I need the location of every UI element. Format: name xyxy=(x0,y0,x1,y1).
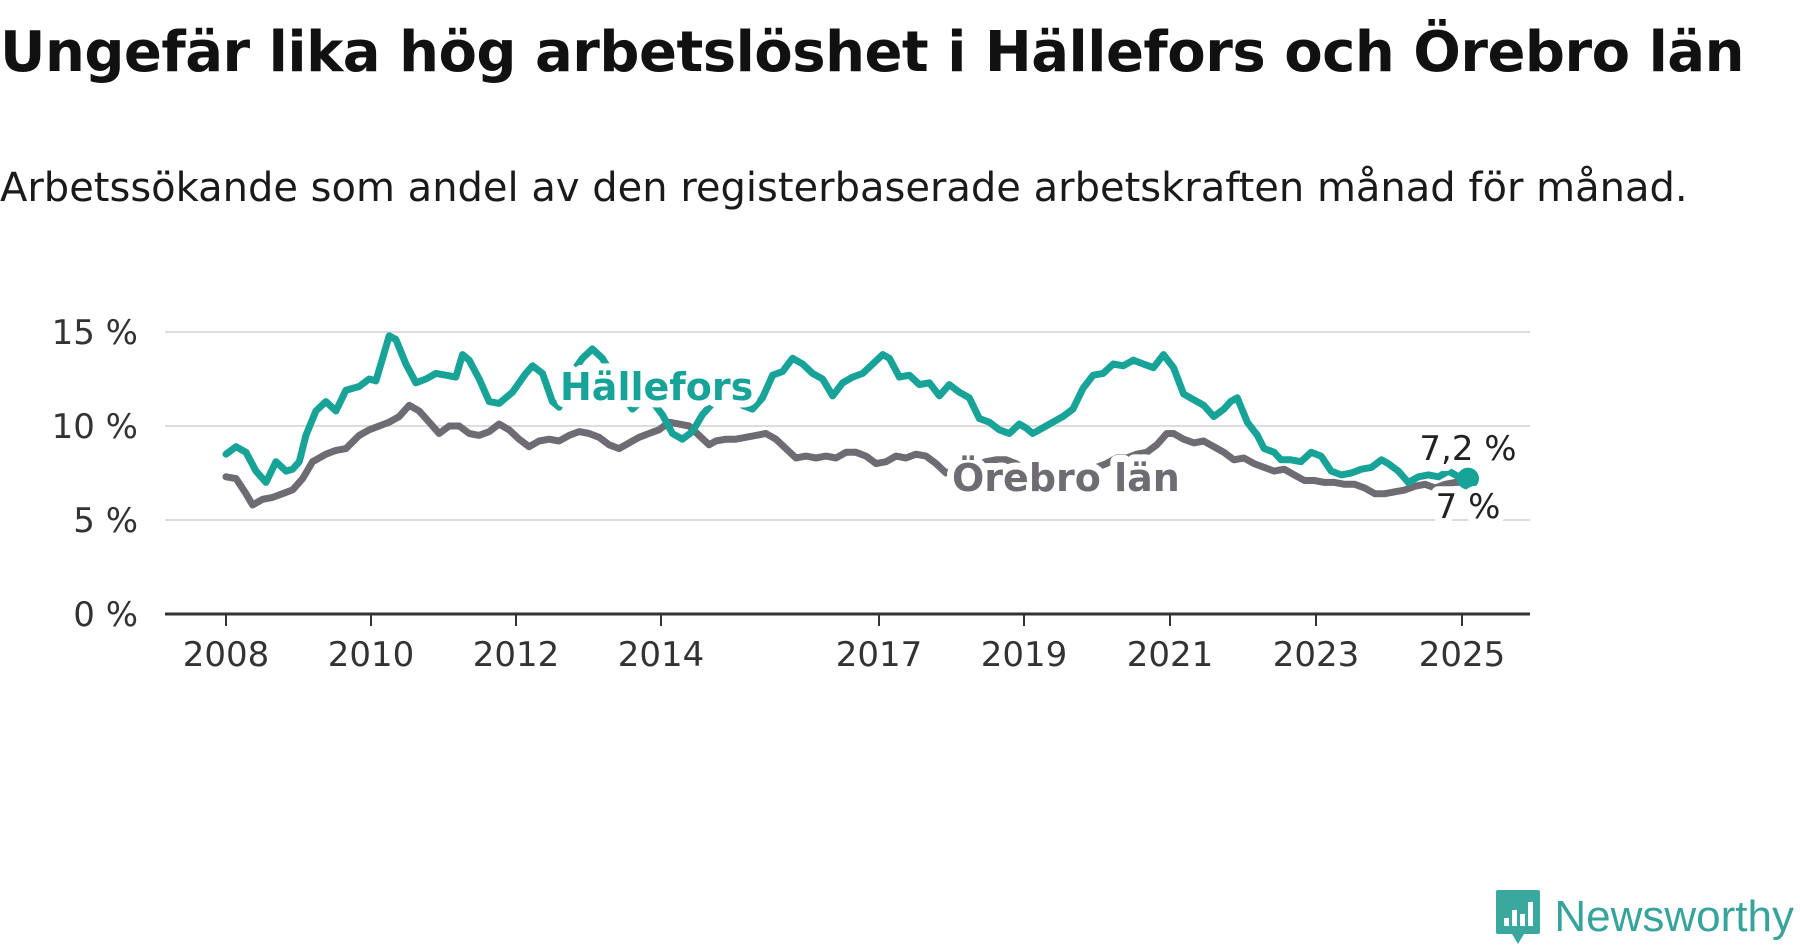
y-tick-label: 15 % xyxy=(52,313,138,353)
svg-text:7,2 %: 7,2 % xyxy=(1419,429,1516,469)
newsworthy-logo[interactable]: Newsworthy xyxy=(1494,888,1794,946)
orebro-line xyxy=(222,401,1466,509)
svg-text:Hällefors: Hällefors xyxy=(560,365,753,409)
x-tick-label: 2019 xyxy=(981,635,1068,675)
svg-text:Örebro län: Örebro län xyxy=(952,456,1180,500)
x-tick-label: 2010 xyxy=(328,635,415,675)
svg-text:7,2 %: 7,2 % xyxy=(1419,429,1516,469)
svg-text:7 %: 7 % xyxy=(1436,487,1501,527)
bar-chart-speech-bubble-icon xyxy=(1496,890,1541,944)
hallefors-end-marker xyxy=(1457,467,1479,490)
x-tick-label: 2014 xyxy=(618,635,705,675)
grid-lines xyxy=(165,331,1530,521)
x-axis-ticks: 2008 2010 2012 2014 2017 2019 2021 2023 2025 xyxy=(183,614,1506,675)
x-tick-label: 2008 xyxy=(183,635,270,675)
hallefors-end-label: 7,2 %7,2 % xyxy=(1412,422,1523,476)
chart-title: Ungefär lika hög arbetslöshet i Hällefor… xyxy=(0,20,1744,85)
y-tick-label: 5 % xyxy=(73,501,138,541)
x-tick-label: 2023 xyxy=(1273,635,1360,675)
y-tick-label: 10 % xyxy=(52,407,138,447)
x-tick-label: 2017 xyxy=(836,635,923,675)
orebro-end-label: 7 %7 % xyxy=(1429,480,1508,534)
hallefors-line xyxy=(222,332,1466,486)
series-lines xyxy=(222,332,1479,509)
y-axis-ticks: 0 % 5 % 10 % 15 % xyxy=(52,313,138,635)
svg-text:Örebro län: Örebro län xyxy=(952,456,1180,500)
logo-text: Newsworthy xyxy=(1554,892,1794,941)
chart-subtitle: Arbetssökande som andel av den registerb… xyxy=(0,165,1688,211)
x-tick-label: 2025 xyxy=(1419,635,1506,675)
x-tick-label: 2012 xyxy=(473,635,560,675)
svg-text:Hällefors: Hällefors xyxy=(560,365,753,409)
svg-text:7 %: 7 % xyxy=(1436,487,1501,527)
x-tick-label: 2021 xyxy=(1127,635,1214,675)
y-tick-label: 0 % xyxy=(73,595,138,635)
